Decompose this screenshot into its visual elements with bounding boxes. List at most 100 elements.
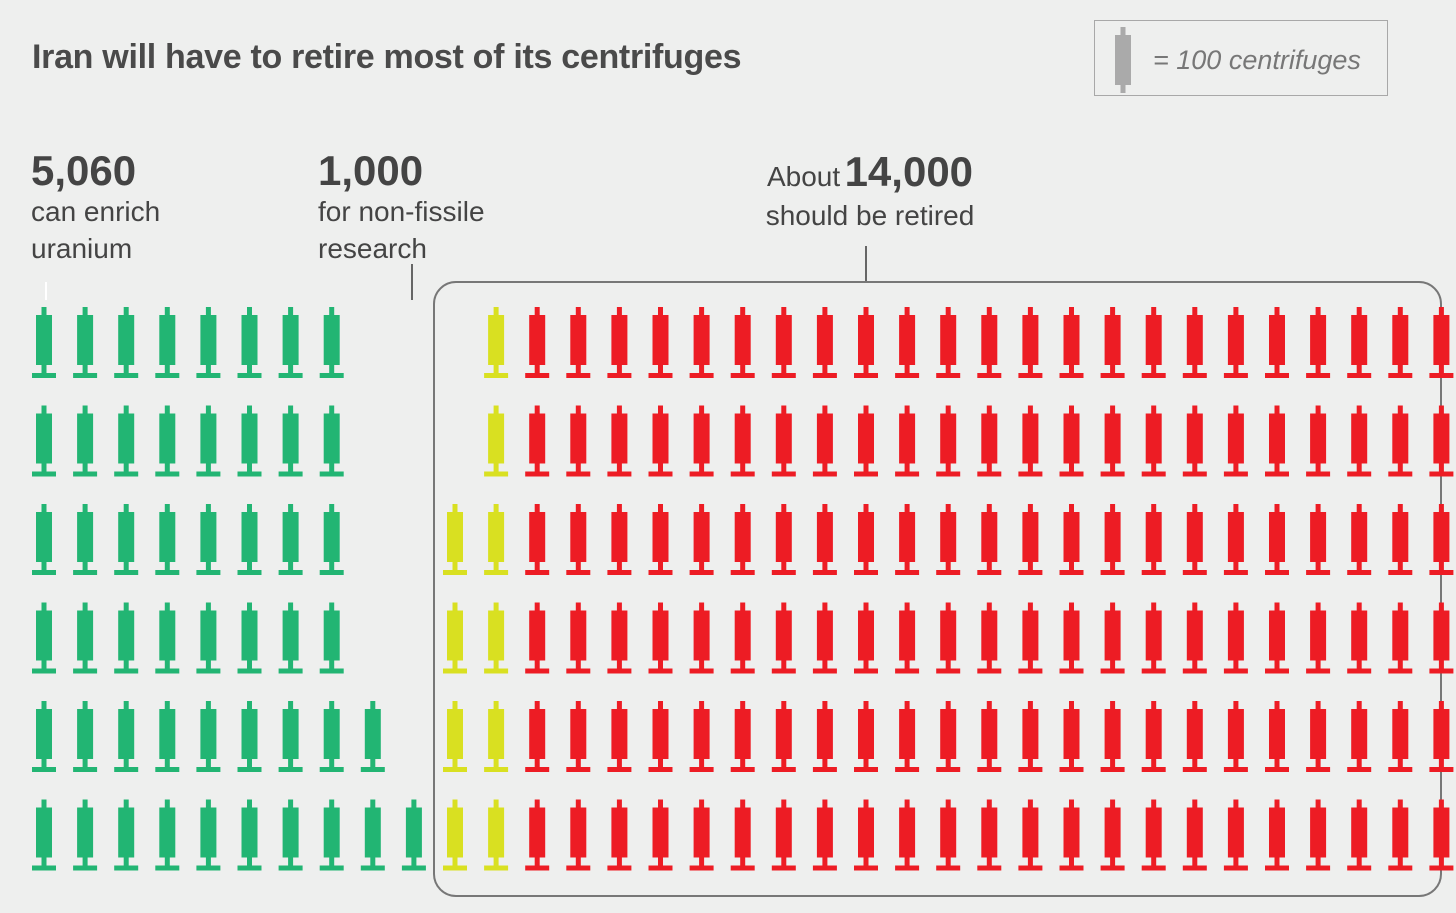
centrifuge-icon-retired	[607, 602, 632, 674]
centrifuge-icon-retired	[1429, 602, 1454, 674]
centrifuge-icon-retired	[1182, 405, 1207, 477]
centrifuge-icon-retired	[1018, 799, 1043, 871]
centrifuge-icons	[32, 307, 1454, 871]
centrifuge-icon-enrich	[319, 799, 344, 871]
centrifuge-icon-retired	[1018, 307, 1043, 378]
centrifuge-icon-retired	[1306, 799, 1331, 871]
centrifuge-icon-retired	[977, 504, 1002, 575]
centrifuge-icon-enrich	[278, 504, 303, 575]
centrifuge-icon-retired	[1265, 504, 1289, 575]
legend-centrifuge-shape	[1115, 27, 1131, 93]
centrifuge-icon-retired	[689, 504, 714, 575]
centrifuge-icon-enrich	[155, 799, 180, 871]
centrifuge-icon-enrich	[237, 504, 262, 575]
centrifuge-icon-retired	[1182, 307, 1207, 378]
centrifuge-icon-retired	[771, 701, 796, 772]
centrifuge-icon-retired	[525, 504, 550, 575]
centrifuge-icon-retired	[977, 799, 1002, 871]
centrifuge-icon-research	[484, 307, 509, 378]
centrifuge-icon-enrich	[32, 602, 56, 674]
centrifuge-icon-retired	[730, 307, 755, 378]
centrifuge-icon-retired	[1388, 602, 1413, 674]
centrifuge-icon-retired	[566, 307, 591, 378]
centrifuge-icon-retired	[1265, 307, 1289, 378]
centrifuge-icon-enrich	[196, 602, 221, 674]
centrifuge-icon-retired	[1018, 405, 1043, 477]
centrifuge-icon-enrich	[73, 504, 98, 575]
research-count: 1,000	[318, 147, 424, 194]
enrich-count: 5,060	[31, 147, 137, 194]
centrifuge-icon-enrich	[114, 405, 139, 477]
centrifuge-icon-retired	[895, 405, 920, 477]
centrifuge-icon-retired	[1223, 701, 1248, 772]
centrifuge-icon-enrich	[114, 799, 139, 871]
centrifuge-icon-retired	[1347, 405, 1372, 477]
centrifuge-icon-retired	[648, 504, 673, 575]
centrifuge-icon-retired	[1018, 701, 1043, 772]
centrifuge-icon-enrich	[237, 799, 262, 871]
centrifuge-icon-enrich	[114, 504, 139, 575]
centrifuge-icon-retired	[1100, 799, 1125, 871]
centrifuge-icon-retired	[525, 799, 550, 871]
centrifuge-icon-retired	[607, 799, 632, 871]
retired-label: should be retired	[765, 200, 975, 231]
centrifuge-icon-retired	[1182, 701, 1207, 772]
centrifuge-icon-retired	[1265, 799, 1289, 871]
centrifuge-icon-retired	[730, 799, 755, 871]
centrifuge-icon-retired	[1388, 701, 1413, 772]
retired-label-group: About 14,000 should be retired	[745, 148, 995, 236]
chart-title: Iran will have to retire most of its cen…	[32, 38, 742, 76]
centrifuge-icon-retired	[1223, 504, 1248, 575]
centrifuge-icon-enrich	[73, 602, 98, 674]
centrifuge-icon-retired	[1388, 405, 1413, 477]
centrifuge-icon-retired	[689, 405, 714, 477]
centrifuge-icon-retired	[1223, 799, 1248, 871]
centrifuge-icon-research	[484, 504, 509, 575]
centrifuge-icon-enrich	[32, 701, 56, 772]
legend: = 100 centrifuges	[1094, 20, 1388, 96]
centrifuge-icon-enrich	[237, 602, 262, 674]
centrifuge-icon-retired	[607, 504, 632, 575]
centrifuge-icon-retired	[812, 504, 837, 575]
centrifuge-icon-research	[484, 602, 509, 674]
centrifuge-icon-retired	[730, 602, 755, 674]
centrifuge-icon-retired	[566, 701, 591, 772]
centrifuge-icon-retired	[525, 307, 550, 378]
centrifuge-icon-enrich	[32, 504, 56, 575]
centrifuge-icon-retired	[771, 799, 796, 871]
centrifuge-icon-enrich	[319, 405, 344, 477]
centrifuge-icon-retired	[1100, 405, 1125, 477]
centrifuge-icon-retired	[689, 307, 714, 378]
centrifuge-icon-retired	[1388, 307, 1413, 378]
centrifuge-icon-retired	[1182, 799, 1207, 871]
centrifuge-icon-enrich	[114, 602, 139, 674]
centrifuge-icon-enrich	[278, 799, 303, 871]
centrifuge-icon-retired	[730, 405, 755, 477]
centrifuge-icon-retired	[1223, 602, 1248, 674]
centrifuge-icon-retired	[895, 799, 920, 871]
centrifuge-icon-retired	[689, 799, 714, 871]
centrifuge-icon-retired	[1388, 799, 1413, 871]
centrifuge-icon-enrich	[73, 405, 98, 477]
research-label: for non-fissile research	[318, 196, 485, 264]
centrifuge-icon-enrich	[155, 405, 180, 477]
centrifuge-icon-retired	[1059, 405, 1084, 477]
centrifuge-icon-retired	[1347, 701, 1372, 772]
centrifuge-icon-retired	[771, 405, 796, 477]
centrifuge-icon-retired	[977, 602, 1002, 674]
centrifuge-icon-enrich	[196, 405, 221, 477]
centrifuge-icon-enrich	[360, 701, 385, 772]
legend-text: = 100 centrifuges	[1153, 45, 1361, 75]
centrifuge-icon-research	[484, 701, 509, 772]
centrifuge-icon-retired	[566, 405, 591, 477]
centrifuge-icon-retired	[854, 701, 878, 772]
centrifuge-icon-retired	[648, 602, 673, 674]
centrifuge-icon-retired	[730, 504, 755, 575]
centrifuge-icon-enrich	[319, 701, 344, 772]
centrifuge-icon-research	[484, 799, 509, 871]
centrifuge-icon-retired	[1223, 307, 1248, 378]
centrifuge-icon-retired	[648, 799, 673, 871]
centrifuge-icon-retired	[1141, 799, 1166, 871]
centrifuge-icon-research	[443, 701, 467, 772]
centrifuge-icon-retired	[1306, 405, 1331, 477]
